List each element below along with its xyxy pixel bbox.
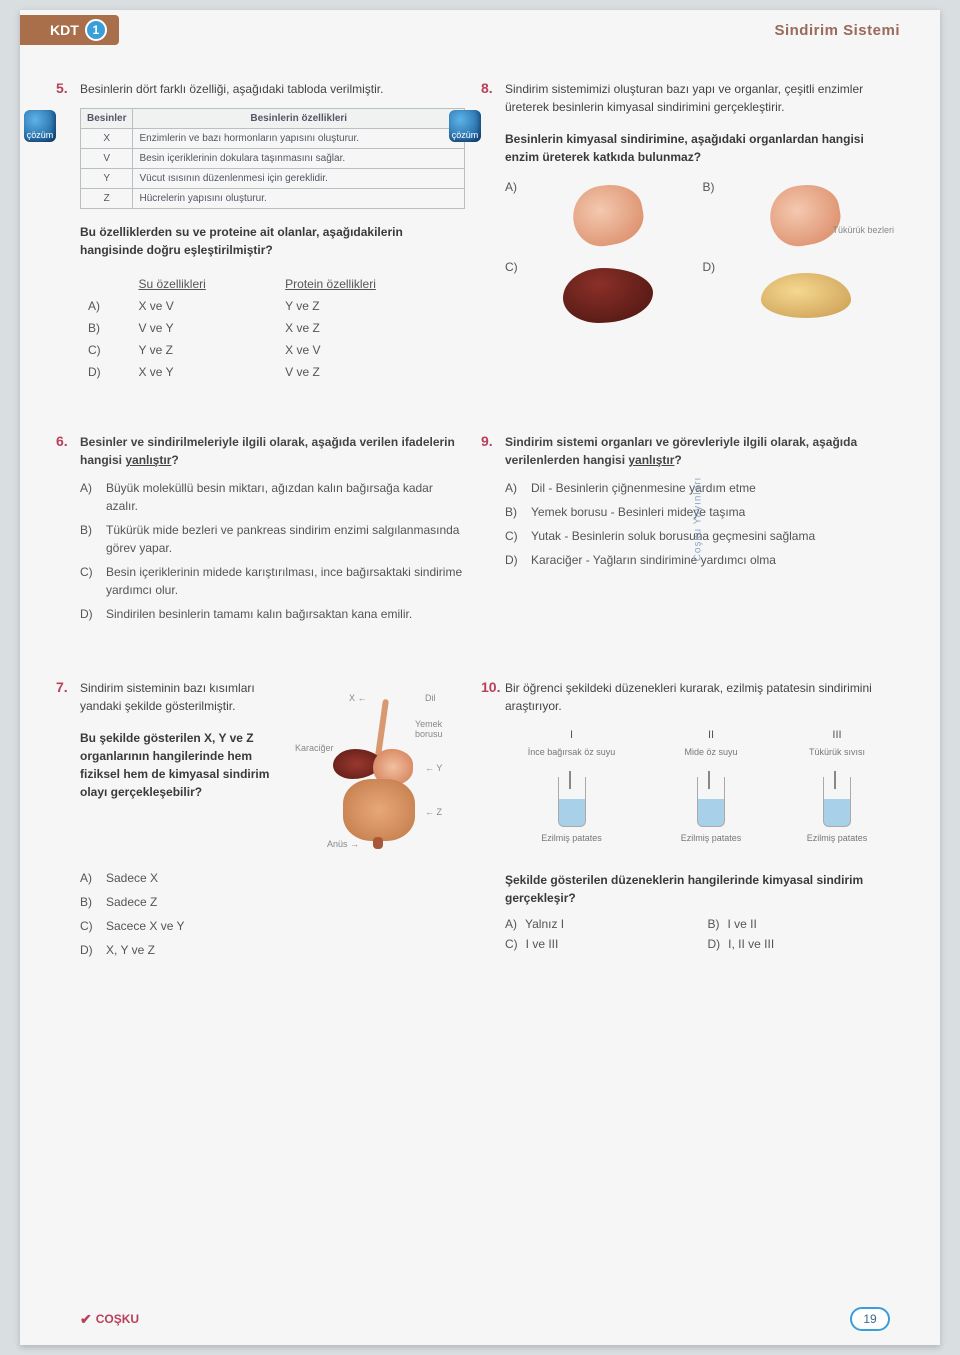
question-10: 10. Bir öğrenci şekildeki düzenekleri ku… [505,679,890,965]
answers-header: Su özellikleri [130,273,277,295]
table-header: Besinler [81,109,133,129]
option-d: D)X, Y ve Z [80,941,465,959]
question-number: 10. [481,679,500,695]
diagram-label-anus: Anüs → [327,839,359,849]
organ-options-grid: A) B) Tükürük bezleri C) D) [505,180,890,330]
question-intro: Bir öğrenci şekildeki düzenekleri kurara… [505,679,890,715]
question-prompt: Şekilde gösterilen düzeneklerin hangiler… [505,871,890,907]
question-6: 6. Besinler ve sindirilmeleriyle ilgili … [80,433,465,629]
option-c: C)Sacece X ve Y [80,917,465,935]
question-prompt: Besinlerin kimyasal sindirimine, aşağıda… [505,130,890,166]
checkmark-icon: ✔ [80,1311,92,1328]
diagram-label-kara: Karaciğer [295,743,334,753]
liver-icon [524,260,693,330]
diagram-label-yemek: Yemek borusu [415,719,465,739]
diagram-label-dil: Dil [425,693,436,703]
solution-badge-icon: çözüm [449,110,481,142]
test-tube-icon [697,777,725,827]
page: KDT 1 Sindirim Sistemi çözüm 5. Besinler… [20,10,940,1345]
test-tube-icon [823,777,851,827]
page-title: Sindirim Sistemi [774,22,900,39]
answer-row: A)X ve VY ve Z [80,295,465,317]
option-a: A) [505,180,693,250]
pancreas-icon [721,260,890,330]
table-row: YVücut ısısının düzenlenmesi için gerekl… [81,169,465,189]
stomach-icon [523,180,693,250]
question-prompt: Bu şekilde gösterilen X, Y ve Z organlar… [80,729,293,801]
setup-1: I İnce bağırsak öz suyu Ezilmiş patates [528,729,616,857]
solution-badge-icon: çözüm [24,110,56,142]
answers-header: Protein özellikleri [277,273,465,295]
question-intro: Sindirim sisteminin bazı kısımları yanda… [80,679,293,715]
kdt-label: KDT [50,22,79,38]
experiment-setups: I İnce bağırsak öz suyu Ezilmiş patates … [505,729,890,857]
question-9: Coşku Yayınları 9. Sindirim sistemi orga… [505,433,890,629]
option-b: B)Sadece Z [80,893,465,911]
option-a: A)Büyük moleküllü besin miktarı, ağızdan… [80,479,465,515]
table-row: ZHücrelerin yapısını oluşturur. [81,189,465,209]
question-number: 5. [56,80,68,96]
answer-row: B)V ve YX ve Z [80,317,465,339]
header-bar: KDT 1 Sindirim Sistemi [20,10,940,50]
option-b: B)Tükürük mide bezleri ve pankreas sindi… [80,521,465,557]
publisher-watermark: Coşku Yayınları [692,477,703,562]
option-a: A)Sadece X [80,869,465,887]
publisher-logo: ✔ COŞKU [80,1311,139,1328]
anus-icon [373,837,383,849]
table-header: Besinlerin özellikleri [133,109,465,129]
answer-row: C)Y ve ZX ve V [80,339,465,361]
diagram-label-z: ← Z [425,807,442,817]
intestine-icon [343,779,415,841]
test-tube-icon [558,777,586,827]
options-list: A)Sadece X B)Sadece Z C)Sacece X ve Y D)… [80,869,465,959]
option-c: C) [505,260,693,330]
page-number: 19 [850,1307,890,1331]
question-number: 9. [481,433,493,449]
setup-3: III Tükürük sıvısı Ezilmiş patates [807,729,868,857]
option-b: B) Tükürük bezleri [703,180,891,250]
question-number: 7. [56,679,68,695]
question-5: çözüm 5. Besinlerin dört farklı özelliği… [80,80,465,383]
options-grid: A)Yalnız I B)I ve II C)I ve III D)I, II … [505,917,890,951]
question-prompt: Besinler ve sindirilmeleriyle ilgili ola… [80,433,465,469]
properties-table: Besinler Besinlerin özellikleri XEnzimle… [80,108,465,209]
page-footer: ✔ COŞKU 19 [80,1307,890,1331]
diagram-label-y: ← Y [425,763,442,773]
content-grid: çözüm 5. Besinlerin dört farklı özelliği… [20,50,940,1025]
question-prompt: Bu özelliklerden su ve proteine ait olan… [80,223,465,259]
table-row: XEnzimlerin ve bazı hormonların yapısını… [81,129,465,149]
question-intro: Sindirim sistemimizi oluşturan bazı yapı… [505,80,890,116]
kdt-number-badge: 1 [85,19,107,41]
digestive-system-diagram: X ← Dil Yemek borusu Karaciğer ← Y ← Z A… [315,679,465,859]
option-d: D)Sindirilen besinlerin tamamı kalın bağ… [80,605,465,623]
diagram-label-x: X ← [349,693,367,703]
question-intro: Besinlerin dört farklı özelliği, aşağıda… [80,80,465,98]
answer-row: D)X ve YV ve Z [80,361,465,383]
question-8: çözüm 8. Sindirim sistemimizi oluşturan … [505,80,890,383]
options-list: A)Büyük moleküllü besin miktarı, ağızdan… [80,479,465,623]
question-7: 7. Sindirim sisteminin bazı kısımları ya… [80,679,465,965]
option-b: B)I ve II [708,917,891,931]
option-d: D)I, II ve III [708,937,891,951]
option-a: A)Yalnız I [505,917,688,931]
question-number: 6. [56,433,68,449]
table-row: VBesin içeriklerinin dokulara taşınmasın… [81,149,465,169]
option-d: D) [703,260,891,330]
question-number: 8. [481,80,493,96]
kdt-tab: KDT 1 [20,15,119,45]
question-prompt: Sindirim sistemi organları ve görevleriy… [505,433,890,469]
stomach-glands-icon: Tükürük bezleri [721,180,891,250]
answers-table: Su özellikleriProtein özellikleri A)X ve… [80,273,465,383]
option-c: C)Besin içeriklerinin midede karıştırılm… [80,563,465,599]
setup-2: II Mide öz suyu Ezilmiş patates [681,729,742,857]
option-c: C)I ve III [505,937,688,951]
